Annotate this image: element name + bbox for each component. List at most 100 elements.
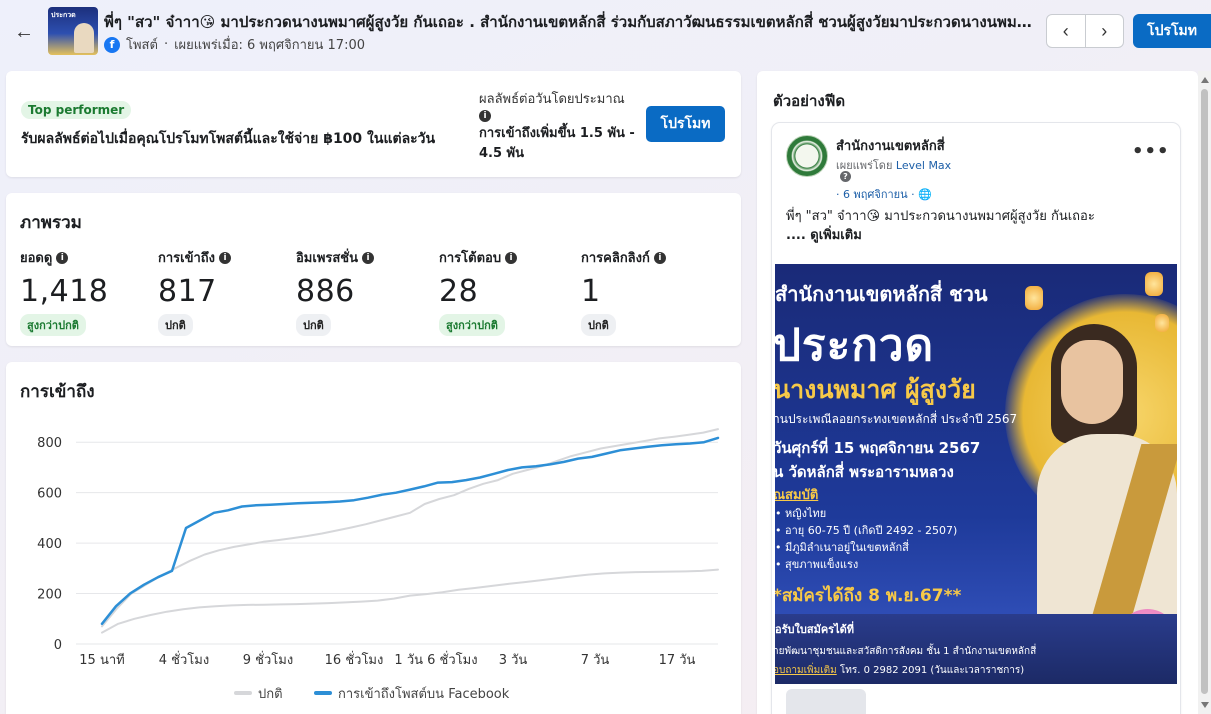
post-title: พี่ๆ "สว" จ๋าาา😘 มาประกวดนางนพมาศผู้สูงว… <box>104 13 1034 31</box>
estimate-value: การเข้าถึงเพิ่มขึ้น 1.5 พัน - 4.5 พัน <box>479 126 635 161</box>
next-post-button[interactable]: › <box>1086 15 1124 47</box>
info-icon[interactable]: i <box>219 251 232 264</box>
lantern-graphic <box>1025 286 1043 310</box>
metric-value: 28 <box>439 274 479 309</box>
post-image[interactable]: สำนักงานเขตหลักสี่ ชวน ประกวด นางนพมาศ ผ… <box>775 264 1177 684</box>
page-avatar[interactable] <box>786 135 828 177</box>
y-tick-label: 400 <box>37 537 62 552</box>
y-tick-label: 0 <box>54 638 62 653</box>
status-badge: ปกติ <box>296 314 331 336</box>
x-tick-label: 16 ชั่วโมง <box>325 651 384 668</box>
poster-deadline: *สมัครได้ถึง 8 พ.ย.67** <box>775 586 962 606</box>
back-arrow-icon[interactable]: ← <box>10 18 38 46</box>
estimate-label: ผลลัพธ์ต่อวันโดยประมาณ <box>479 92 625 107</box>
published-by-prefix: เผยแพร่โดย <box>836 159 893 172</box>
series-line-upper <box>101 428 719 628</box>
metric-value: 1,418 <box>20 274 109 309</box>
metric-reach: การเข้าถึง i 817 ปกติ <box>158 247 232 336</box>
poster-line: สำนักงานเขตหลักสี่ ชวน <box>775 282 988 306</box>
scrollbar-thumb[interactable] <box>1201 89 1208 694</box>
previous-post-button[interactable]: ‹ <box>1047 15 1086 47</box>
poster-line: น วัดหลักสี่ พระอารามหลวง <box>775 463 954 481</box>
poster-contact-text: โทร. 0 2982 2091 (วันและเวลาราชการ) <box>836 665 1025 676</box>
feed-preview-card: ตัวอย่างฟีด สำนักงานเขตหลักสี่ เผยแพร่โด… <box>757 71 1198 714</box>
poster-contact-link: อบถามเพิ่มเติม <box>775 665 837 676</box>
facebook-icon: f <box>104 36 120 53</box>
legend-label: ปกติ <box>258 687 283 702</box>
lantern-graphic <box>1155 314 1169 332</box>
status-badge: ปกติ <box>581 314 616 336</box>
reach-chart-card: การเข้าถึง 0 200 400 600 800 15 นาที 4 ชั่วโมง… <box>6 362 741 714</box>
series-line-lower <box>101 568 719 634</box>
poster-qual-title: ณสมบัติ <box>775 488 819 503</box>
performer-description: รับผลลัพธ์ต่อไปเมื่อคุณโปรโมทโพสต์นี้และ… <box>21 131 436 147</box>
poster-apply-title: อรับใบสมัครได้ที่ <box>775 623 855 636</box>
poster-headline: ประกวด <box>775 320 935 371</box>
status-badge: สูงกว่าปกติ <box>20 314 86 336</box>
scroll-up-icon[interactable] <box>1201 77 1209 83</box>
x-tick-label: 15 นาที <box>79 652 124 668</box>
post-meta: f โพสต์ · เผยแพร่เมื่อ: 6 พฤศจิกายน 17:0… <box>104 34 365 55</box>
poster-line: ายพัฒนาชุมชนและสวัสดิการสังคม ชั้น 1 สำน… <box>775 646 1037 657</box>
page-name[interactable]: สำนักงานเขตหลักสี่ <box>836 139 945 154</box>
feed-post: สำนักงานเขตหลักสี่ เผยแพร่โดย Level Max … <box>772 123 1180 714</box>
x-tick-label: 3 วัน <box>499 653 528 668</box>
preview-scrollbar[interactable] <box>1198 71 1211 714</box>
promote-button[interactable]: โปรโมท <box>646 106 725 142</box>
metric-link-clicks: การคลิกลิงก์ i 1 ปกติ <box>581 247 666 336</box>
list-item: สุขภาพแข็งแรง <box>775 556 957 573</box>
header: ← ประกวด พี่ๆ "สว" จ๋าาา😘 มาประกวดนางนพม… <box>0 0 1211 64</box>
scroll-down-icon[interactable] <box>1201 702 1209 708</box>
poster-contact: อบถามเพิ่มเติม โทร. 0 2982 2091 (วันและเ… <box>775 663 1024 678</box>
poster-line: านประเพณีลอยกระทงเขตหลักสี่ ประจำปี 2567 <box>775 412 1018 426</box>
y-tick-label: 600 <box>37 487 62 502</box>
poster-line: วันศุกร์ที่ 15 พฤศจิกายน 2567 <box>775 439 981 457</box>
legend-label: การเข้าถึงโพสต์บน Facebook <box>338 686 510 702</box>
metric-impressions: อิมเพรสชั่น i 886 ปกติ <box>296 247 375 336</box>
metric-label: อิมเพรสชั่น <box>296 251 359 266</box>
list-item: อายุ 60-75 ปี (เกิดปี 2492 - 2507) <box>775 522 957 539</box>
post-text: พี่ๆ "สว" จ๋าาา😘 มาประกวดนางนพมาศผู้สูงว… <box>786 207 1171 245</box>
x-tick-label: 17 วัน <box>659 653 696 668</box>
x-tick-label: 7 วัน <box>581 653 610 668</box>
post-navigation: ‹ › <box>1046 14 1124 48</box>
info-icon[interactable]: i <box>479 110 491 122</box>
metric-label: ยอดดู <box>20 251 53 266</box>
published-by: เผยแพร่โดย Level Max <box>836 156 951 174</box>
poster-qual-list: หญิงไทย อายุ 60-75 ปี (เกิดปี 2492 - 250… <box>775 505 957 573</box>
meta-separator: · <box>163 37 169 52</box>
poster-footer-band <box>775 614 1177 684</box>
metric-label: การโต้ตอบ <box>439 251 502 266</box>
y-tick-label: 200 <box>37 588 62 603</box>
more-options-icon[interactable]: ••• <box>1132 141 1170 162</box>
info-icon[interactable]: i <box>505 251 518 264</box>
post-date: · 6 พฤศจิกายน · 🌐 <box>836 185 932 203</box>
help-icon[interactable]: ? <box>840 171 851 182</box>
published-date: เผยแพร่เมื่อ: 6 พฤศจิกายน 17:00 <box>174 38 366 53</box>
list-item: หญิงไทย <box>775 505 957 522</box>
globe-icon: 🌐 <box>918 188 932 201</box>
info-icon[interactable]: i <box>56 251 69 264</box>
metric-value: 886 <box>296 274 355 309</box>
post-date-text[interactable]: · 6 พฤศจิกายน · <box>836 188 919 201</box>
promote-button-header[interactable]: โปรโมท <box>1133 14 1211 48</box>
list-item: มีภูมิลำเนาอยู่ในเขตหลักสี่ <box>775 539 957 556</box>
status-badge: ปกติ <box>158 314 193 336</box>
post-body: พี่ๆ "สว" จ๋าาา😘 มาประกวดนางนพมาศผู้สูงว… <box>786 209 1095 224</box>
metric-label: การเข้าถึง <box>158 251 216 266</box>
published-by-name[interactable]: Level Max <box>895 159 952 172</box>
x-tick-label: 9 ชั่วโมง <box>243 651 293 668</box>
see-more-link[interactable]: .... ดูเพิ่มเติม <box>786 228 862 243</box>
metric-label: การคลิกลิงก์ <box>581 251 650 266</box>
metric-views: ยอดดู i 1,418 สูงกว่าปกติ <box>20 247 108 336</box>
post-action-button[interactable] <box>786 689 866 714</box>
thumbnail-text: ประกวด <box>51 11 76 19</box>
info-icon[interactable]: i <box>653 251 666 264</box>
top-performer-card: Top performer รับผลลัพธ์ต่อไปเมื่อคุณโปร… <box>6 71 741 177</box>
post-type: โพสต์ <box>126 38 158 53</box>
info-icon[interactable]: i <box>362 251 375 264</box>
overview-card: ภาพรวม ยอดดู i 1,418 สูงกว่าปกติ การเข้าถ… <box>6 193 741 346</box>
status-badge: สูงกว่าปกติ <box>439 314 505 336</box>
post-thumbnail[interactable]: ประกวด <box>48 7 98 55</box>
metric-value: 1 <box>581 274 601 309</box>
